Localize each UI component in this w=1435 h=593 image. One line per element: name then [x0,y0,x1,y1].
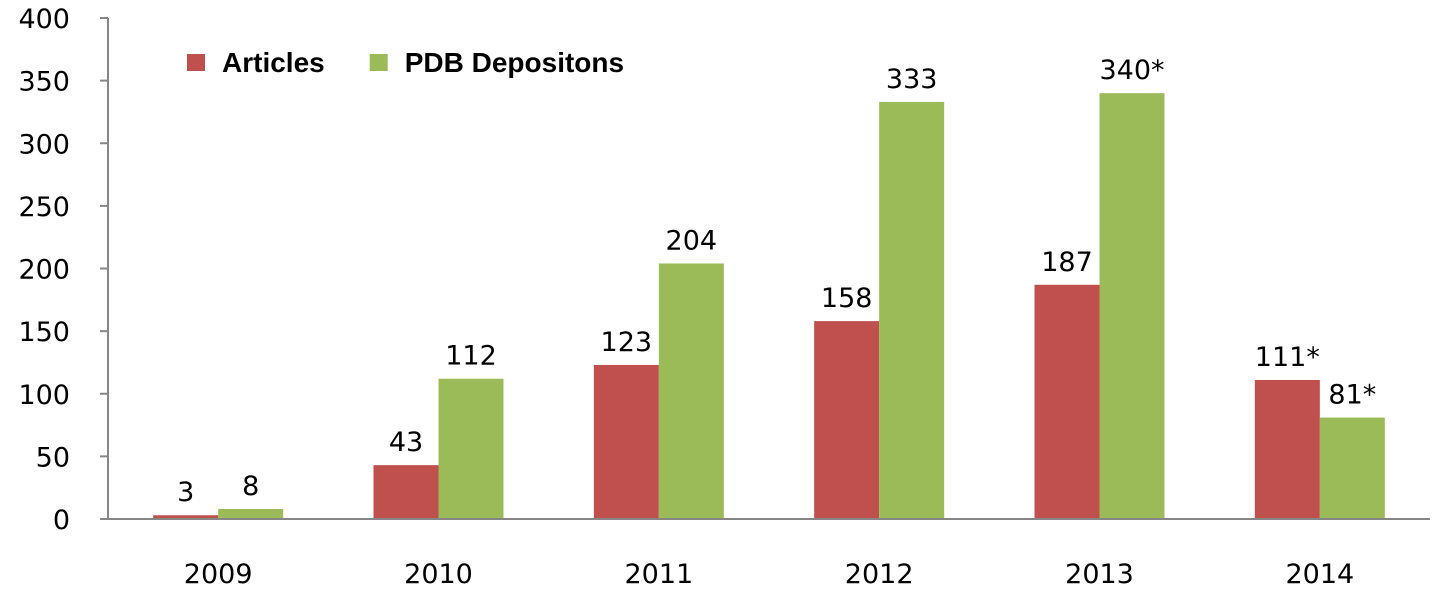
x-tick-label: 2013 [1065,559,1134,590]
y-tick-label: 250 [18,192,70,223]
data-label: 158 [821,283,873,314]
data-label: 340* [1099,55,1164,86]
bar-pdb-depositons-2013 [1099,93,1165,520]
y-tick-label: 150 [18,317,70,348]
y-tick-label: 200 [18,255,70,286]
bar-articles-2011 [593,364,659,519]
x-tick-label: 2011 [624,559,693,590]
y-tick-label: 100 [18,380,70,411]
bar-pdb-depositons-2009 [218,508,284,519]
legend-label: PDB Depositons [405,47,624,78]
legend-label: Articles [222,47,325,78]
bar-articles-2012 [814,321,880,519]
data-label: 333 [886,64,938,95]
data-label: 3 [177,477,194,508]
bar-pdb-depositons-2014 [1319,417,1385,519]
bar-articles-2013 [1034,284,1100,519]
y-tick-label: 0 [53,505,70,536]
bar-pdb-depositons-2012 [879,101,945,519]
x-axis-ticks: 2009 2010 2011 2012 2013 2014 [184,559,1354,590]
data-label: 187 [1041,247,1093,278]
x-tick-label: 2014 [1285,559,1354,590]
y-tick-label: 350 [18,67,70,98]
bar-pdb-depositons-2011 [658,263,724,519]
data-label: 81* [1328,380,1376,411]
x-tick-label: 2010 [404,559,473,590]
data-label: 123 [601,327,653,358]
legend-swatch [369,54,388,71]
bar-pdb-depositons-2010 [438,378,504,519]
bar-articles-2009 [153,515,219,519]
data-label: 204 [666,225,718,256]
bar-articles-2010 [373,465,439,519]
y-tick-label: 50 [36,442,70,473]
x-tick-label: 2009 [184,559,253,590]
y-axis-ticks: 0 50 100 150 200 250 300 350 400 [18,4,108,536]
x-tick-label: 2012 [845,559,914,590]
data-labels-group: 3 8 43 112 123 204 158 333 187 340* 111* 81* [177,55,1376,508]
bar-articles-2014 [1254,379,1320,519]
bars-group [153,93,1385,520]
y-tick-label: 400 [18,4,70,35]
data-label: 112 [445,341,497,372]
y-tick-label: 300 [18,129,70,160]
data-label: 111* [1255,342,1320,373]
legend-swatch [187,54,205,71]
data-label: 43 [389,427,423,458]
legend: Articles PDB Depositons [187,47,624,78]
data-label: 8 [242,471,259,502]
